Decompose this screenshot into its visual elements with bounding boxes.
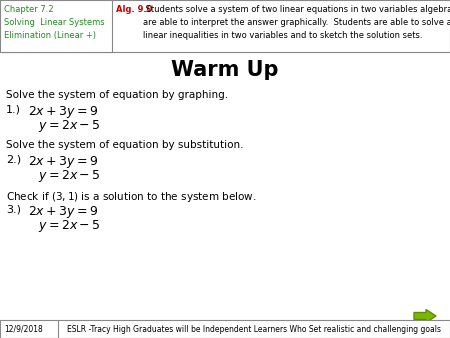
Text: 3.): 3.) — [6, 204, 21, 214]
Text: Solve the system of equation by substitution.: Solve the system of equation by substitu… — [6, 140, 243, 150]
Text: $2x+3y=9$: $2x+3y=9$ — [28, 154, 99, 170]
Text: 12/9/2018: 12/9/2018 — [4, 324, 43, 334]
Text: ESLR -Tracy High Graduates will be Independent Learners Who Set realistic and ch: ESLR -Tracy High Graduates will be Indep… — [67, 324, 441, 334]
Text: $y=2x-5$: $y=2x-5$ — [38, 118, 101, 134]
Bar — [0, 320, 450, 338]
Text: Solve the system of equation by graphing.: Solve the system of equation by graphing… — [6, 90, 228, 100]
Text: Chapter 7.2
Solving  Linear Systems
Elimination (Linear +): Chapter 7.2 Solving Linear Systems Elimi… — [4, 5, 104, 40]
Text: $2x+3y=9$: $2x+3y=9$ — [28, 104, 99, 120]
Bar — [0, 0, 450, 52]
Text: $y=2x-5$: $y=2x-5$ — [38, 168, 101, 184]
Text: Alg. 9.0: Alg. 9.0 — [116, 5, 153, 14]
Text: Check if $(3,1)$ is a solution to the system below.: Check if $(3,1)$ is a solution to the sy… — [6, 190, 256, 204]
Text: Warm Up: Warm Up — [171, 60, 279, 80]
FancyArrow shape — [414, 310, 436, 322]
Text: 1.): 1.) — [6, 104, 21, 114]
Bar — [0, 0, 112, 52]
Text: 2.): 2.) — [6, 154, 21, 164]
Text: $y=2x-5$: $y=2x-5$ — [38, 218, 101, 234]
Text: $2x+3y=9$: $2x+3y=9$ — [28, 204, 99, 220]
Text: Students solve a system of two linear equations in two variables algebraically a: Students solve a system of two linear eq… — [143, 5, 450, 40]
